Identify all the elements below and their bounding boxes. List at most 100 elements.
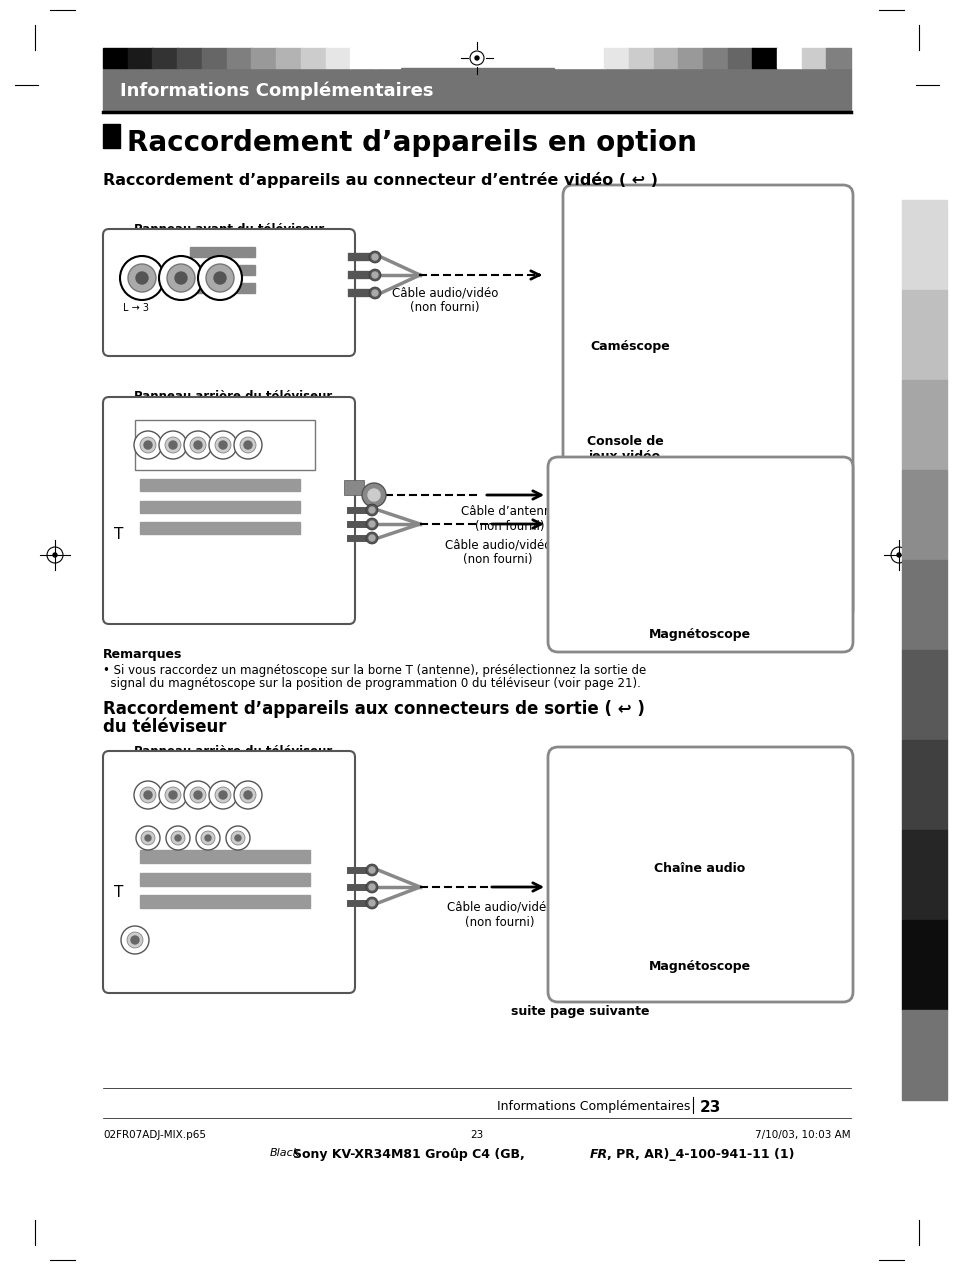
Circle shape [167, 264, 194, 292]
Circle shape [244, 791, 252, 799]
Text: L → 3: L → 3 [123, 304, 149, 312]
Circle shape [127, 932, 143, 947]
Text: 23: 23 [470, 1130, 483, 1140]
Bar [653, 48, 679, 69]
Circle shape [231, 831, 245, 845]
Bar [190, 246, 254, 257]
Circle shape [145, 834, 151, 841]
Bar [901, 740, 946, 831]
Bar [752, 48, 777, 69]
Bar [276, 48, 301, 69]
Circle shape [896, 552, 900, 558]
Circle shape [368, 489, 379, 500]
Bar [344, 480, 364, 495]
Circle shape [369, 884, 375, 890]
Bar [901, 1010, 946, 1100]
FancyBboxPatch shape [547, 747, 852, 1002]
Circle shape [372, 272, 377, 278]
Circle shape [190, 437, 206, 453]
Bar [678, 48, 702, 69]
Circle shape [369, 535, 375, 541]
Text: suite page suivante: suite page suivante [510, 1005, 649, 1019]
Bar [128, 48, 152, 69]
Text: Sony KV-XR34M81 Groûp C4 (GB,: Sony KV-XR34M81 Groûp C4 (GB, [293, 1148, 529, 1161]
Text: Τ: Τ [113, 527, 123, 542]
Circle shape [205, 834, 211, 841]
Circle shape [201, 831, 214, 845]
Text: Raccordement d’appareils aux connecteurs de sortie ( ↩ ): Raccordement d’appareils aux connecteurs… [103, 700, 644, 718]
Circle shape [174, 272, 187, 284]
Circle shape [120, 257, 164, 300]
Circle shape [159, 431, 187, 458]
Circle shape [141, 831, 154, 845]
Circle shape [171, 831, 185, 845]
Circle shape [233, 781, 262, 809]
Text: Câble audio/vidéo
(non fourni): Câble audio/vidéo (non fourni) [446, 900, 553, 928]
Circle shape [213, 272, 226, 284]
Bar [227, 48, 252, 69]
Text: Magnétoscope: Magnétoscope [648, 627, 750, 641]
Bar [152, 48, 177, 69]
Circle shape [366, 881, 377, 893]
Circle shape [193, 791, 202, 799]
Text: • Si vous raccordez un magnétoscope sur la borne Τ (antenne), présélectionnez la: • Si vous raccordez un magnétoscope sur … [103, 664, 645, 677]
Circle shape [209, 781, 236, 809]
Bar [325, 48, 351, 69]
Text: du téléviseur: du téléviseur [103, 718, 226, 737]
Bar [555, 48, 579, 69]
Bar [177, 48, 202, 69]
Bar [901, 290, 946, 380]
Bar [901, 470, 946, 560]
Circle shape [198, 257, 242, 300]
Text: Informations Complémentaires: Informations Complémentaires [120, 81, 433, 100]
FancyBboxPatch shape [103, 229, 355, 356]
Bar [140, 872, 310, 886]
Circle shape [140, 787, 156, 803]
Circle shape [121, 926, 149, 954]
Circle shape [159, 257, 203, 300]
Circle shape [184, 431, 212, 458]
Text: Caméscope: Caméscope [590, 340, 669, 353]
Bar [901, 199, 946, 290]
Text: Chaîne audio: Chaîne audio [654, 862, 745, 875]
Circle shape [219, 441, 227, 450]
Text: Panneau avant du téléviseur: Panneau avant du téléviseur [133, 224, 324, 236]
Bar [202, 48, 227, 69]
Circle shape [369, 269, 380, 281]
Text: Panneau arrière du téléviseur: Panneau arrière du téléviseur [133, 390, 332, 403]
Bar [140, 522, 299, 533]
Circle shape [372, 290, 377, 296]
Circle shape [369, 287, 380, 298]
Bar [727, 48, 752, 69]
Circle shape [206, 264, 233, 292]
Circle shape [131, 936, 139, 944]
Circle shape [369, 507, 375, 513]
Text: Câble audio/vidéo
(non fourni): Câble audio/vidéo (non fourni) [444, 538, 551, 566]
Circle shape [144, 441, 152, 450]
Bar [190, 265, 254, 276]
Circle shape [226, 826, 250, 850]
FancyBboxPatch shape [562, 185, 852, 620]
Circle shape [214, 787, 231, 803]
Circle shape [475, 56, 478, 60]
Text: Raccordement d’appareils au connecteur d’entrée vidéo ( ↩ ): Raccordement d’appareils au connecteur d… [103, 171, 658, 188]
FancyBboxPatch shape [103, 751, 355, 993]
Bar [140, 895, 310, 908]
Circle shape [159, 781, 187, 809]
Circle shape [140, 437, 156, 453]
Circle shape [184, 781, 212, 809]
Text: Câble audio/vidéo
(non fourni): Câble audio/vidéo (non fourni) [392, 286, 497, 314]
Bar [103, 69, 850, 110]
Text: signal du magnétoscope sur la position de programmation 0 du téléviseur (voir pa: signal du magnétoscope sur la position d… [103, 677, 640, 690]
Text: Τ: Τ [113, 885, 123, 900]
Text: 23: 23 [700, 1100, 720, 1115]
Circle shape [190, 787, 206, 803]
Text: Informations Complémentaires: Informations Complémentaires [497, 1100, 689, 1113]
Circle shape [366, 897, 377, 909]
Circle shape [366, 532, 377, 544]
Bar [603, 48, 629, 69]
Circle shape [233, 431, 262, 458]
Circle shape [244, 441, 252, 450]
Circle shape [174, 834, 181, 841]
Bar [140, 479, 299, 491]
